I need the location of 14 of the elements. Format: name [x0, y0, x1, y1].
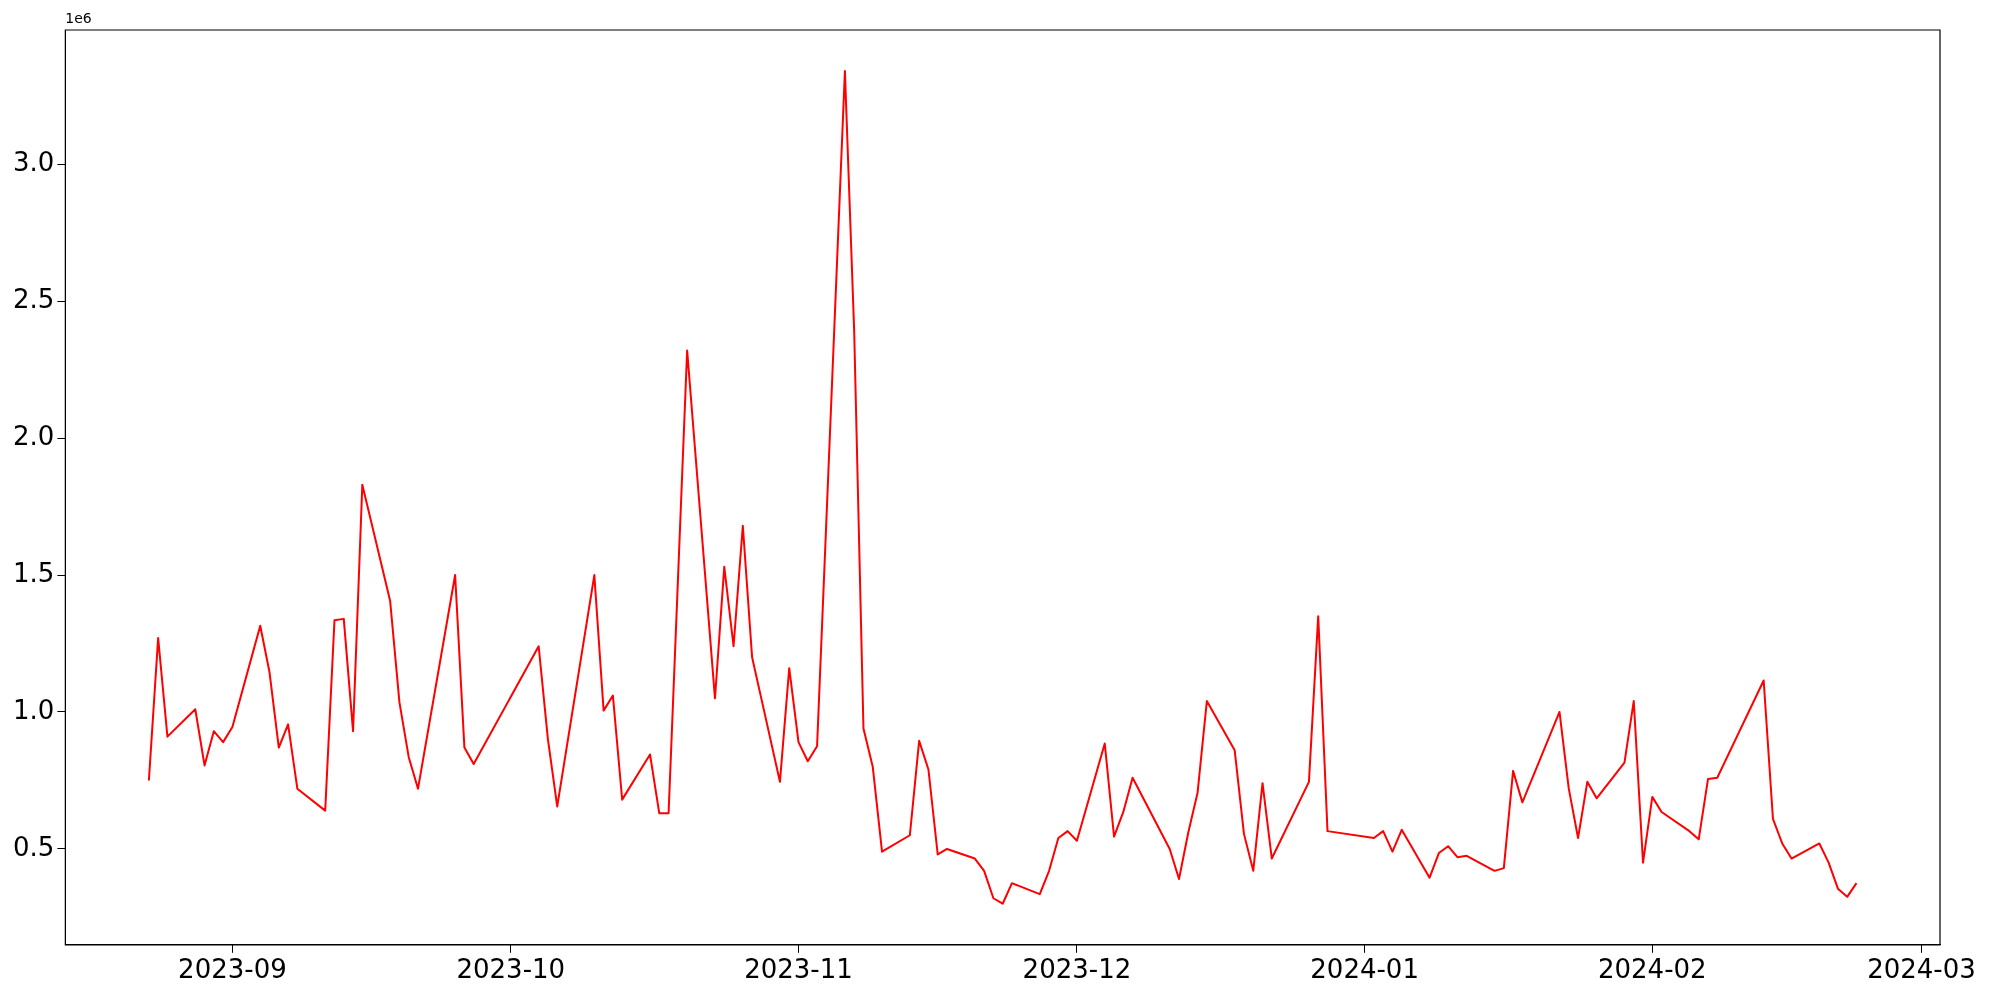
- y-tick-label: 3.0: [12, 146, 55, 177]
- x-tick-label: 2024-01: [1310, 954, 1419, 985]
- y-tick-label: 2.0: [12, 420, 55, 451]
- x-tick-label: 2023-12: [1022, 954, 1132, 985]
- x-tick-label: 2023-09: [178, 954, 287, 985]
- y-tick-label: 0.5: [12, 831, 55, 862]
- x-tick-label: 2024-03: [1867, 954, 1976, 985]
- text: 1e6: [65, 9, 92, 26]
- y-tick-label: 2.5: [12, 283, 55, 314]
- x-tick-label: 2023-10: [456, 954, 566, 985]
- x-tick-label: 2024-02: [1597, 954, 1707, 985]
- x-tick-label: 2023-11: [744, 954, 853, 985]
- y-tick-label: 1.0: [12, 694, 55, 725]
- y-tick-label: 1.5: [12, 557, 55, 588]
